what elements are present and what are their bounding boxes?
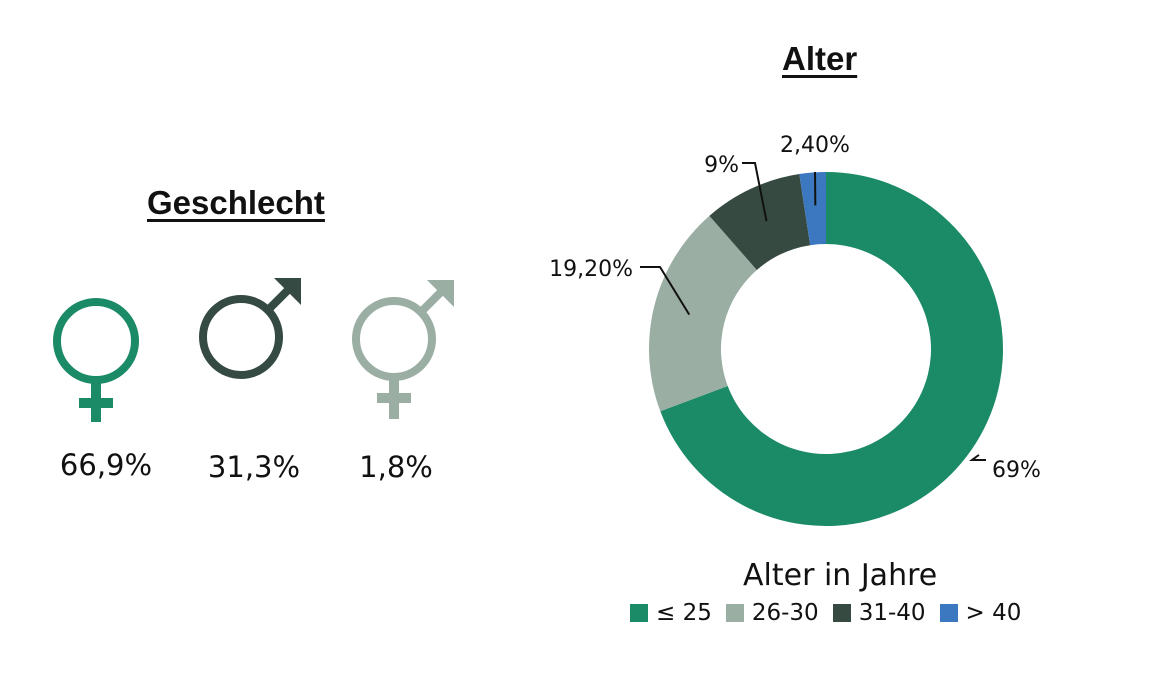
legend-item: > 40 bbox=[939, 600, 1022, 626]
leader-line-26-30 bbox=[640, 266, 691, 316]
age-chart-title: Alter bbox=[782, 40, 858, 77]
legend-item: 26-30 bbox=[725, 600, 819, 626]
data-label-31-40: 9% bbox=[704, 153, 739, 178]
leader-line-le-25 bbox=[968, 454, 986, 461]
legend-item: 31-40 bbox=[832, 600, 926, 626]
legend-item: ≤ 25 bbox=[630, 600, 712, 626]
legend-swatch bbox=[832, 604, 851, 622]
legend-title: Alter in Jahre bbox=[743, 558, 938, 593]
female-percentage: 66,9% bbox=[59, 448, 153, 482]
male-percentage: 31,3% bbox=[207, 450, 301, 484]
data-label-26-30: 19,20% bbox=[549, 257, 633, 282]
other-percentage: 1,8% bbox=[359, 450, 433, 484]
legend-swatch bbox=[630, 604, 648, 622]
legend-label: 31-40 bbox=[858, 600, 926, 626]
female-symbol-icon bbox=[53, 298, 139, 422]
male-symbol-icon bbox=[199, 278, 301, 379]
legend-swatch bbox=[725, 604, 744, 622]
leader-line-31-40 bbox=[742, 162, 768, 222]
transgender-symbol-icon bbox=[352, 280, 454, 419]
donut-slice-gt-40 bbox=[799, 172, 826, 246]
gender-title: Geschlecht bbox=[147, 184, 325, 221]
donut-slice-le-25 bbox=[660, 172, 1003, 526]
legend-swatch bbox=[939, 604, 958, 622]
data-label-le-25: 69% bbox=[992, 458, 1041, 483]
legend-label: 26-30 bbox=[751, 600, 819, 626]
donut-slice-31-40 bbox=[709, 174, 811, 271]
donut-slice-26-30 bbox=[648, 215, 757, 412]
data-label-gt-40: 2,40% bbox=[780, 133, 850, 158]
legend: ≤ 25 26-30 31-40 > 40 bbox=[630, 600, 1021, 626]
legend-label: > 40 bbox=[965, 600, 1022, 626]
legend-label: ≤ 25 bbox=[656, 600, 712, 626]
